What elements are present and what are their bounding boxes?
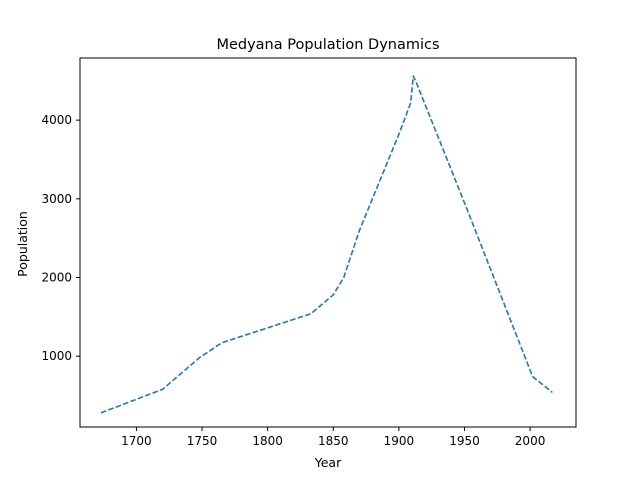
plot-area: 1700 1750 1800 1850 1900 1950 2000 1000 2000 3000… [41, 57, 577, 448]
chart-title: Medyana Population Dynamics [216, 37, 439, 53]
y-tick-label-2: 3000 [41, 192, 72, 206]
x-tick-label-5: 1950 [449, 434, 480, 448]
x-tick-label-2: 1800 [252, 434, 283, 448]
x-tick-label-0: 1700 [121, 434, 152, 448]
series-line-0 [100, 75, 553, 414]
y-tick-label-0: 1000 [41, 349, 72, 363]
x-axis-label: Year [314, 455, 342, 470]
axes-frame [79, 57, 577, 428]
y-tick-label-1: 2000 [41, 271, 72, 285]
y-tick-label-3: 4000 [41, 113, 72, 127]
x-tick-label-4: 1900 [384, 434, 415, 448]
x-tick-label-1: 1750 [187, 434, 218, 448]
x-tick-label-3: 1850 [318, 434, 349, 448]
y-axis-label: Population [15, 211, 30, 277]
x-tick-label-6: 2000 [515, 434, 546, 448]
